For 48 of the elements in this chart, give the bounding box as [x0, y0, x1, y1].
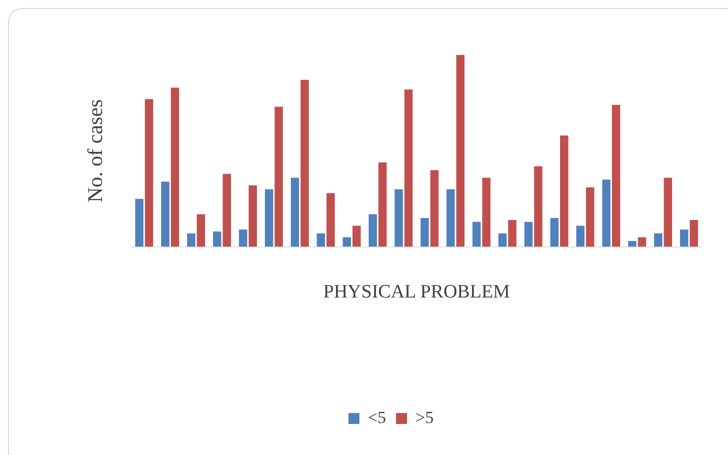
bar: [316, 233, 326, 247]
legend-label: >5: [416, 408, 434, 427]
bar: [420, 218, 429, 247]
bar: [196, 214, 206, 247]
bar: [602, 180, 610, 247]
bar: [135, 198, 144, 247]
bar: [508, 220, 516, 247]
bar: [560, 136, 568, 247]
bar: [342, 237, 352, 247]
bar: [161, 182, 170, 247]
bar: [394, 189, 403, 247]
bar: [654, 233, 662, 247]
bar: [213, 231, 222, 247]
bar: [222, 174, 232, 247]
bar: [638, 237, 646, 247]
bar: [274, 106, 283, 247]
bar: [664, 178, 672, 247]
y-axis-title: No. of cases: [83, 99, 108, 203]
bar: [628, 241, 636, 247]
bar: [368, 214, 377, 247]
bar: [326, 193, 335, 247]
bar: [456, 55, 465, 247]
bar: [187, 233, 196, 247]
bar: [524, 222, 533, 247]
bar: [430, 170, 439, 247]
bar: [472, 222, 481, 247]
bar: [498, 233, 507, 247]
bar: [352, 226, 361, 247]
bar: [482, 178, 490, 247]
bar: [264, 189, 274, 247]
bar: [238, 230, 248, 247]
bar: [290, 178, 300, 247]
bar: [144, 99, 154, 247]
bar: [378, 162, 387, 247]
bar: [586, 187, 594, 247]
bar: [576, 226, 585, 247]
bar: [404, 90, 413, 247]
bar: [550, 218, 559, 247]
bar: [690, 220, 698, 247]
bar: [612, 104, 620, 247]
x-axis-title: PHYSICAL PROBLEM: [323, 282, 510, 303]
bar: [534, 166, 542, 247]
bar: [170, 88, 180, 247]
bar: [680, 230, 688, 247]
legend-label: <5: [368, 408, 386, 427]
bar: [446, 189, 455, 247]
bar: [300, 80, 309, 247]
bar: [248, 185, 257, 247]
